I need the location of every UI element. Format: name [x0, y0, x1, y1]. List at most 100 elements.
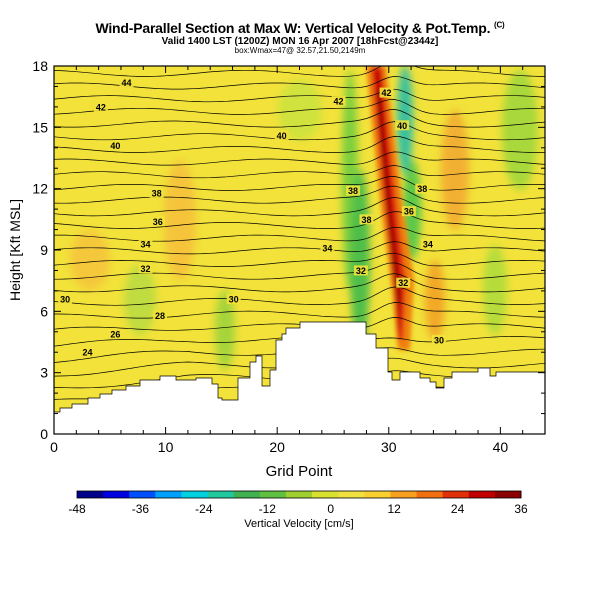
contour-label-bg — [58, 294, 73, 305]
contour-label: 42 — [382, 88, 392, 98]
contour-label-bg — [320, 242, 335, 253]
colorbar-swatch — [442, 491, 470, 498]
theta-contour-line — [54, 226, 545, 242]
contour-label-bg — [353, 265, 368, 276]
orange-patch-right — [441, 110, 469, 230]
y-tick-label: 6 — [40, 303, 48, 319]
green-patch-left — [124, 265, 156, 335]
theta-contour-line — [54, 76, 545, 90]
colorbar-frame — [76, 490, 522, 499]
x-axis: 0 10 20 30 40 — [50, 66, 546, 455]
theta-contour-line — [54, 317, 545, 331]
colorbar-swatch — [494, 491, 522, 498]
y-tick-label: 15 — [32, 119, 48, 135]
theta-contour-line — [54, 99, 545, 115]
contour-label: 30 — [229, 295, 239, 305]
colorbar-swatch — [416, 491, 444, 498]
theta-contour-line — [54, 262, 545, 280]
colorbar-tick-label: -48 — [68, 502, 86, 516]
colorbar-swatch — [155, 491, 182, 498]
colorbar-label: Vertical Velocity [cm/s] — [244, 518, 353, 530]
contour-label: 36 — [404, 207, 414, 217]
colorbar-swatch — [207, 491, 235, 498]
contour-label: 40 — [110, 141, 120, 151]
contour-label: 38 — [417, 184, 427, 194]
theta-contour-line — [54, 241, 545, 255]
chart-subtitle: Valid 1400 LST (1200Z) MON 16 Apr 2007 [… — [161, 36, 439, 47]
contour-label-bg — [395, 120, 410, 131]
theta-contour-line — [54, 136, 545, 153]
colorbar-swatch — [312, 491, 339, 498]
contour-label-bg — [80, 347, 95, 358]
theta-contour-line — [54, 273, 545, 293]
contour-label-bg — [379, 87, 394, 98]
colorbar-tick-label: 36 — [514, 502, 528, 516]
y-tick-label: 18 — [32, 58, 48, 74]
x-axis-label: Grid Point — [266, 463, 334, 480]
colorbar-swatch — [103, 491, 130, 498]
contour-label: 38 — [152, 188, 162, 198]
y-axis-label: Height [Kft MSL] — [7, 199, 23, 301]
chart-title: Wind-Parallel Section at Max W: Vertical… — [95, 20, 505, 36]
contour-label: 40 — [277, 131, 287, 141]
colorbar-swatch — [77, 491, 104, 498]
theta-contour-line — [54, 66, 545, 77]
theta-contour-line — [54, 176, 545, 191]
theta-contour-line — [54, 252, 545, 267]
colorbar-tick-label: -24 — [195, 502, 213, 516]
orange-patch-far-left — [70, 230, 110, 290]
contour-label: 24 — [82, 348, 92, 358]
contour-label: 32 — [140, 264, 150, 274]
contour-label-bg — [153, 310, 168, 321]
contour-label: 38 — [361, 215, 371, 225]
contour-label: 44 — [122, 78, 132, 88]
contour-label: 38 — [348, 186, 358, 196]
contour-label-bg — [138, 238, 153, 249]
contour-label: 42 — [334, 96, 344, 106]
contour-label: 36 — [153, 217, 163, 227]
colorbar-tick-label: -12 — [259, 502, 277, 516]
colorbar: -48 -36 -24 -12 0 12 24 36 — [68, 490, 528, 516]
contour-label-bg — [396, 277, 411, 288]
contour-label: 32 — [398, 278, 408, 288]
y-tick-label: 12 — [32, 181, 48, 197]
x-tick-label: 20 — [269, 439, 285, 455]
theta-contour-line — [54, 165, 545, 179]
terrain — [53, 321, 546, 435]
contour-label-bg — [108, 140, 123, 151]
theta-contour-line — [54, 88, 545, 103]
contour-label: 40 — [397, 121, 407, 131]
colorbar-swatch — [390, 491, 418, 498]
contour-label-bg — [415, 183, 430, 194]
chart-subsubtitle: box:Wmax=47@ 32.57,21.50,2149m — [234, 46, 366, 55]
green-patch-upper-right — [502, 70, 538, 190]
contour-label-bg — [346, 185, 361, 196]
x-tick-label: 0 — [50, 439, 58, 455]
contour-label-bg — [226, 294, 241, 305]
colorbar-tick-label: 0 — [327, 502, 334, 516]
theta-contour-line — [54, 121, 545, 141]
contour-label: 28 — [155, 311, 165, 321]
colorbar-swatch — [285, 491, 313, 498]
contour-label: 34 — [423, 239, 433, 249]
colorbar-swatch — [468, 491, 496, 498]
contour-label-bg — [420, 238, 435, 249]
theta-contour-line — [54, 211, 545, 229]
contour-label: 26 — [110, 329, 120, 339]
theta-contour-line — [54, 109, 545, 128]
contour-label-bg — [359, 214, 374, 225]
theta-contour-line — [54, 151, 545, 166]
y-tick-label: 0 — [40, 426, 48, 442]
contour-label: 32 — [356, 266, 366, 276]
theta-contour-line — [54, 302, 545, 319]
colorbar-tick-label: 12 — [387, 502, 401, 516]
theta-contour-labels: 44 42 42 42 40 40 40 38 38 38 38 36 36 34 34 34 32 32 32 30… — [58, 77, 446, 358]
orange-patch-low-right — [425, 260, 445, 340]
colorbar-swatch — [338, 491, 365, 498]
colorbar-swatch — [259, 491, 287, 498]
green-patch-right — [483, 245, 507, 335]
theta-contour-line — [54, 185, 545, 204]
colorbar-swatch — [233, 491, 261, 498]
contour-label-bg — [149, 187, 164, 198]
contour-label-bg — [431, 334, 446, 345]
